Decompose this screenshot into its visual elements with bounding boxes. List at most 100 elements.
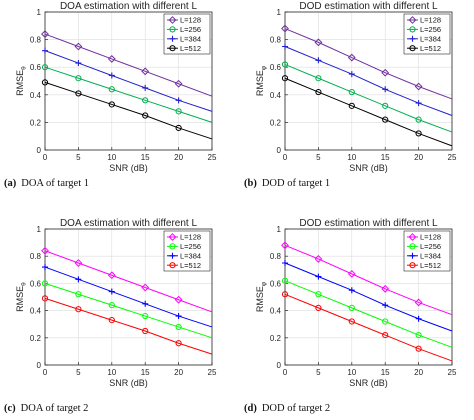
panel-caption: (b) DOD of target 1 bbox=[244, 178, 330, 189]
x-tick-label: 25 bbox=[448, 368, 457, 377]
data-point bbox=[415, 130, 422, 137]
legend-marker bbox=[169, 262, 176, 269]
data-point bbox=[75, 276, 82, 283]
series-line bbox=[44, 81, 213, 140]
y-tick-label: 0.4 bbox=[270, 307, 282, 316]
data-point bbox=[142, 84, 149, 91]
data-point bbox=[41, 280, 49, 287]
legend-entry: L=256 bbox=[180, 242, 201, 251]
chart-panel-d: 0 5 10 15 20 25 0 0.2 0.4 0.6 0.8 1 DOD estimation w… bbox=[244, 218, 457, 414]
y-tick-label: 0.8 bbox=[30, 252, 42, 261]
data-point bbox=[175, 313, 182, 320]
panel-caption-tag: (b) bbox=[244, 178, 257, 189]
data-point bbox=[348, 318, 355, 325]
x-tick-label: 0 bbox=[43, 368, 48, 377]
data-point bbox=[142, 112, 149, 119]
legend-entry: L=128 bbox=[420, 233, 441, 242]
y-tick-label: 0.2 bbox=[30, 334, 42, 343]
legend-box bbox=[403, 230, 451, 272]
data-point bbox=[41, 30, 49, 38]
legend-box bbox=[163, 230, 211, 272]
legend-entry: L=128 bbox=[420, 16, 441, 25]
y-tick-label: 0.2 bbox=[30, 118, 42, 127]
data-point bbox=[415, 100, 422, 107]
data-point bbox=[348, 102, 355, 109]
x-tick-label: 15 bbox=[381, 368, 390, 377]
data-point bbox=[142, 312, 149, 320]
data-point bbox=[142, 97, 149, 104]
x-tick-label: 10 bbox=[347, 153, 356, 162]
data-point bbox=[108, 288, 115, 295]
y-tick-label: 0.8 bbox=[30, 36, 42, 45]
data-point bbox=[42, 264, 48, 271]
legend-marker bbox=[409, 35, 416, 42]
legend-entry: L=512 bbox=[180, 261, 201, 270]
data-point bbox=[107, 271, 116, 280]
legend-marker bbox=[169, 35, 176, 42]
panel-caption: (a) DOA of target 1 bbox=[4, 178, 89, 189]
data-point bbox=[108, 86, 115, 93]
series-L=384 bbox=[282, 43, 453, 116]
data-point bbox=[282, 260, 288, 266]
series-L=512 bbox=[41, 295, 213, 355]
axes-frame bbox=[44, 228, 213, 366]
series-line bbox=[284, 46, 453, 116]
x-tick-label: 25 bbox=[208, 153, 217, 162]
series-L=128 bbox=[41, 30, 213, 97]
y-tick-label: 0.8 bbox=[270, 252, 282, 261]
legend-entry: L=256 bbox=[180, 25, 201, 34]
series-line bbox=[44, 297, 213, 355]
legend-marker bbox=[168, 16, 177, 24]
x-tick-label: 25 bbox=[448, 153, 457, 162]
series-line bbox=[44, 250, 213, 313]
y-axis-label-main: RMSE bbox=[255, 286, 265, 312]
x-axis-label: SNR (dB) bbox=[349, 378, 388, 388]
data-point bbox=[141, 283, 150, 292]
data-point bbox=[174, 295, 183, 304]
data-point bbox=[381, 284, 390, 293]
data-point bbox=[107, 55, 116, 63]
y-axis-label-subscript: θ bbox=[21, 66, 28, 70]
x-tick-label: 15 bbox=[141, 153, 150, 162]
y-tick-label: 1 bbox=[277, 8, 282, 17]
y-axis-label-main: RMSE bbox=[15, 286, 25, 312]
data-point bbox=[382, 302, 389, 309]
legend-entry: L=128 bbox=[180, 233, 201, 242]
data-point bbox=[142, 327, 149, 335]
x-tick-label: 0 bbox=[283, 368, 288, 377]
data-point bbox=[281, 277, 289, 284]
data-point bbox=[382, 331, 389, 339]
data-point bbox=[74, 259, 83, 267]
data-point bbox=[75, 306, 82, 313]
series-line bbox=[284, 77, 453, 147]
chart-title: DOD estimation with different L bbox=[299, 218, 438, 229]
data-point bbox=[142, 300, 149, 307]
x-tick-label: 0 bbox=[43, 153, 48, 162]
series-L=256 bbox=[281, 277, 453, 348]
legend-marker bbox=[409, 45, 416, 52]
legend-marker bbox=[409, 243, 416, 250]
x-tick-label: 5 bbox=[316, 153, 321, 162]
data-point bbox=[315, 304, 322, 311]
data-point bbox=[315, 273, 322, 280]
data-point bbox=[347, 53, 356, 62]
chart-panel-a: 0 5 10 15 20 25 0 0.2 0.4 0.6 0.8 1 DOA estimation w… bbox=[4, 1, 217, 189]
data-point bbox=[42, 47, 48, 54]
x-tick-label: 20 bbox=[414, 153, 423, 162]
series-line bbox=[44, 266, 213, 328]
data-point bbox=[175, 124, 182, 132]
series-L=384 bbox=[42, 47, 213, 112]
series-line bbox=[44, 66, 213, 123]
y-tick-label: 0.6 bbox=[270, 279, 282, 288]
y-axis-label: RMSEθ bbox=[15, 282, 28, 312]
data-point bbox=[381, 68, 390, 77]
panel-caption-tag: (d) bbox=[244, 403, 257, 414]
legend-entry: L=384 bbox=[420, 252, 441, 261]
data-point bbox=[414, 82, 423, 91]
series-line bbox=[44, 282, 213, 339]
series-L=256 bbox=[41, 64, 213, 123]
